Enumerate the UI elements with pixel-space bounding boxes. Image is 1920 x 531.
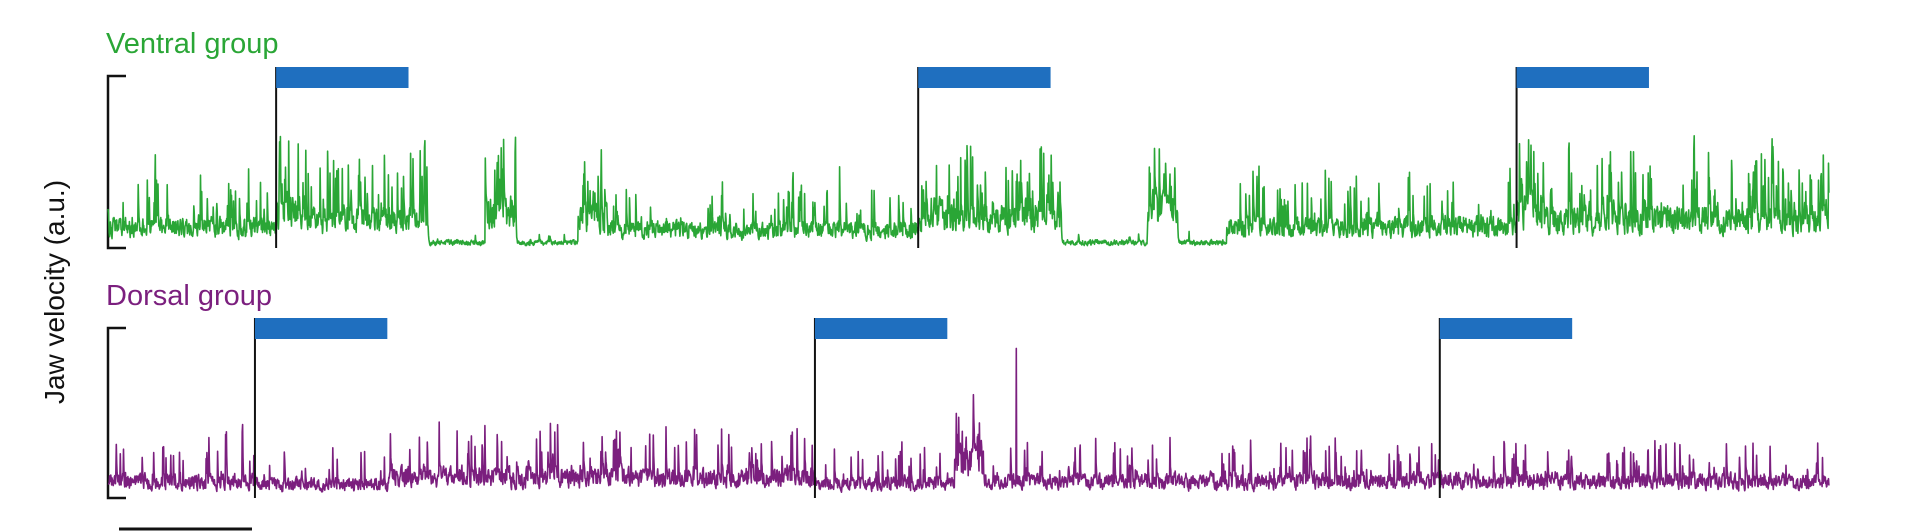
ventral-stimulus-bar-2	[918, 67, 1051, 88]
ventral-panel	[106, 67, 1830, 250]
dorsal-stimulus-bar-1	[254, 318, 388, 339]
ventral-stimulus-bar-1	[276, 67, 409, 88]
y-axis-label: Jaw velocity (a.u.)	[39, 179, 70, 405]
ventral-y-scale-bracket	[106, 74, 126, 250]
dorsal-panel	[106, 318, 1830, 500]
ventral-panel-title: Ventral group	[106, 28, 279, 60]
dorsal-stimulus-bar-2	[814, 318, 948, 339]
dorsal-panel-title: Dorsal group	[106, 280, 273, 312]
ventral-stimulus-bar-3	[1516, 67, 1649, 88]
ventral-velocity-trace	[107, 135, 1830, 247]
dorsal-stimulus-bar-3	[1439, 318, 1573, 339]
dorsal-y-scale-bracket	[106, 326, 126, 500]
dorsal-velocity-trace	[107, 347, 1830, 493]
